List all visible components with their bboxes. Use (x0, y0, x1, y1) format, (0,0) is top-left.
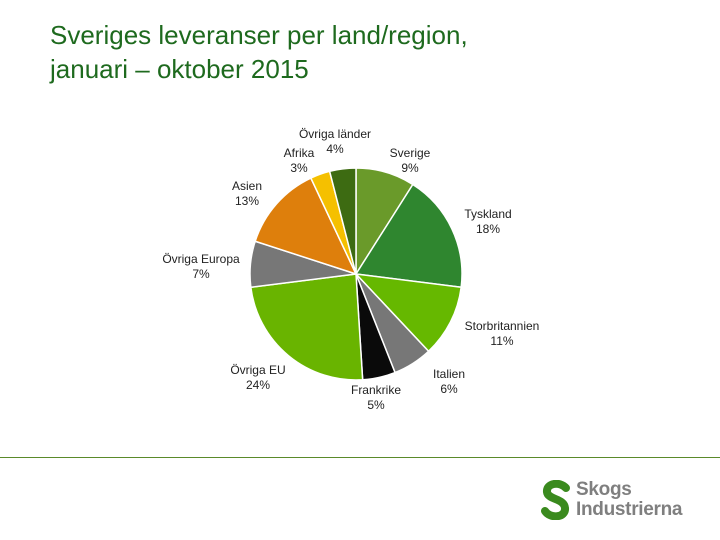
pie-label-name: Övriga Europa (162, 252, 240, 266)
pie-label-name: Övriga EU (230, 363, 285, 377)
pie-label-ovriga-europa: Övriga Europa 7% (162, 252, 240, 281)
pie-slice-asien (254, 177, 357, 275)
pie-slice-tyskland (355, 183, 463, 289)
pie-label-name: Asien (232, 179, 262, 193)
pie-label-name: Afrika (284, 146, 315, 160)
pie-chart: Sverige 9%Tyskland 18%Storbritannien 11%Ita… (162, 127, 539, 412)
pie-label-name: Italien (433, 367, 465, 381)
pie-label-name: Övriga länder (299, 127, 371, 141)
skogsindustrierna-logo: Skogs Industrierna (538, 478, 698, 524)
pie-label-name: Sverige (390, 146, 431, 160)
pie-slices (249, 167, 463, 381)
pie-label-value: 11% (490, 334, 513, 348)
logo-text: Skogs Industrierna (576, 479, 683, 520)
pie-label-value: 6% (440, 382, 458, 396)
pie-slice-storbritannien (355, 273, 462, 353)
pie-label-tyskland: Tyskland 18% (464, 207, 511, 236)
logo-s-mark-icon (541, 480, 570, 520)
pie-label-sverige: Sverige 9% (390, 146, 431, 175)
logo-line-1: Skogs (576, 479, 632, 500)
pie-label-ovriga-lander: Övriga länder 4% (299, 127, 371, 156)
pie-label-value: 13% (235, 194, 259, 208)
pie-label-value: 5% (367, 398, 385, 412)
pie-label-value: 18% (476, 222, 500, 236)
pie-label-afrika: Afrika 3% (284, 146, 315, 175)
pie-label-value: 4% (326, 142, 344, 156)
title-line-1: Sveriges leveranser per land/region, (50, 20, 468, 50)
pie-slice-ovriga-lander (328, 167, 357, 275)
pie-label-value: 24% (246, 378, 270, 392)
pie-label-name: Frankrike (351, 383, 401, 397)
title-line-2: januari – oktober 2015 (50, 54, 309, 84)
pie-label-storbritannien: Storbritannien 11% (465, 319, 540, 348)
slide-title: Sveriges leveranser per land/region, jan… (50, 18, 670, 86)
pie-label-value: 9% (401, 161, 419, 175)
pie-label-frankrike: Frankrike 5% (351, 383, 401, 412)
footer-divider (0, 457, 720, 458)
pie-label-value: 3% (290, 161, 308, 175)
pie-labels: Sverige 9%Tyskland 18%Storbritannien 11%Ita… (162, 127, 539, 412)
pie-label-name: Storbritannien (465, 319, 540, 333)
pie-label-name: Tyskland (464, 207, 511, 221)
pie-slice-ovriga-eu (250, 273, 364, 381)
pie-label-value: 7% (192, 267, 210, 281)
logo-line-2: Industrierna (576, 499, 683, 520)
pie-label-asien: Asien 13% (232, 179, 262, 208)
pie-label-italien: Italien 6% (433, 367, 465, 396)
pie-label-ovriga-eu: Övriga EU 24% (230, 363, 285, 392)
